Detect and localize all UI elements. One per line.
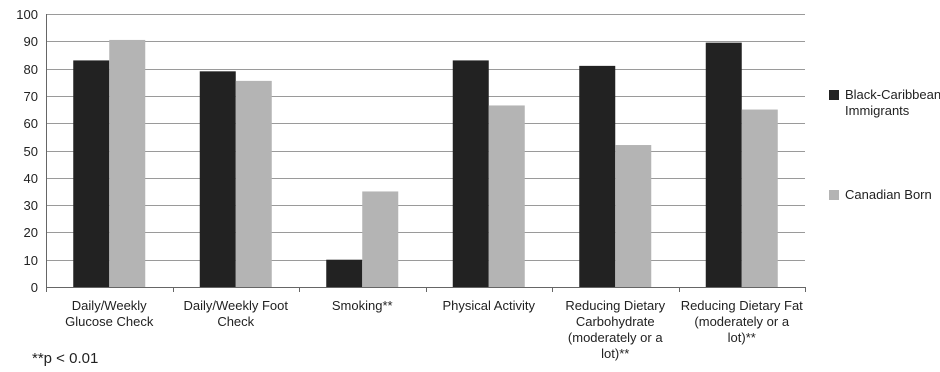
y-tick-label: 10 [24,253,38,268]
y-tick-label: 60 [24,116,38,131]
x-tick-label-line: (moderately or a [694,314,789,329]
x-axis-labels: Daily/Weekly Glucose Check Daily/Weekly Fo… [65,298,803,361]
x-tick-label-line: Daily/Weekly [72,298,147,313]
y-tick-label: 90 [24,34,38,49]
x-tick-label-line: Reducing Dietary Fat [681,298,803,313]
bar [326,259,363,287]
y-tick-label: 50 [24,144,38,159]
x-tick-label-line: Smoking** [332,298,393,313]
bar [199,71,236,287]
legend: Black-Caribbean Immigrants Canadian Born [829,87,940,202]
x-tick-label-line: lot)** [601,346,629,361]
legend-swatch [829,90,839,100]
gridlines [46,14,805,261]
bar [705,42,742,287]
bar [362,191,399,287]
bar [109,39,146,288]
y-tick-label: 80 [24,62,38,77]
x-tick-label-line: Carbohydrate [576,314,655,329]
x-tick-label-line: lot)** [728,330,756,345]
bar [579,65,616,288]
legend-swatch [829,190,839,200]
legend-label-line: Canadian Born [845,187,932,202]
x-tick-label-line: Physical Activity [443,298,536,313]
x-tick-label-line: Reducing Dietary [565,298,665,313]
legend-label-line: Black-Caribbean [845,87,940,102]
x-tick-label: Reducing Dietary Carbohydrate (moderately … [565,298,665,361]
y-tick-label: 30 [24,198,38,213]
y-tick-label: 100 [16,7,38,22]
x-tick-label-line: Check [217,314,254,329]
legend-label: Canadian Born [845,187,932,202]
y-tick-label: 0 [31,280,38,295]
bar [615,145,652,287]
y-tick-label: 20 [24,225,38,240]
x-tick-label-line: Daily/Weekly Foot [183,298,288,313]
legend-label: Black-Caribbean Immigrants [845,87,940,118]
axes [46,14,806,292]
bar [452,60,489,287]
footnote: **p < 0.01 [32,350,99,367]
x-tick-label: Reducing Dietary Fat (moderately or a lot)… [681,298,803,345]
x-tick-label: Smoking** [332,298,393,313]
y-tick-label: 70 [24,89,38,104]
bar [741,109,778,287]
y-tick-label: 40 [24,171,38,186]
x-tick-label: Daily/Weekly Glucose Check [65,298,154,329]
x-tick-label-line: Glucose Check [65,314,154,329]
bars [73,39,778,288]
x-tick-label: Daily/Weekly Foot Check [183,298,288,329]
y-axis-ticks: 0 10 20 30 40 50 60 70 80 90 100 [16,7,38,295]
bar [235,80,272,287]
x-tick-label: Physical Activity [443,298,536,313]
legend-label-line: Immigrants [845,103,910,118]
bar [73,60,110,287]
bar [488,105,525,287]
x-tick-label-line: (moderately or a [568,330,663,345]
